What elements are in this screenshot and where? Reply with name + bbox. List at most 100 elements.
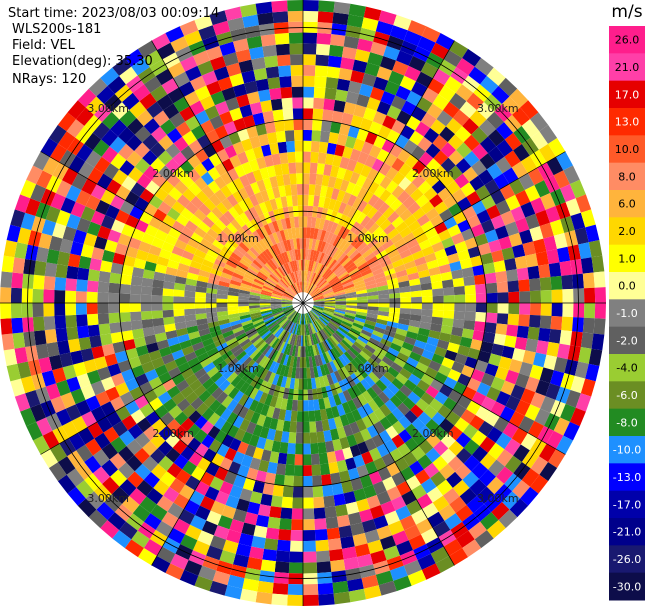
velocity-gate bbox=[347, 232, 358, 245]
velocity-gate bbox=[451, 403, 467, 418]
velocity-gate bbox=[78, 255, 92, 270]
velocity-gate bbox=[326, 362, 334, 374]
velocity-gate bbox=[418, 239, 432, 251]
velocity-gate bbox=[305, 313, 310, 324]
velocity-gate bbox=[398, 176, 412, 191]
velocity-gate bbox=[391, 434, 405, 449]
velocity-gate bbox=[194, 85, 211, 101]
velocity-gate bbox=[30, 184, 46, 203]
velocity-gate bbox=[365, 283, 378, 290]
velocity-gate bbox=[431, 316, 443, 326]
velocity-gate bbox=[130, 319, 143, 331]
velocity-gate bbox=[264, 346, 274, 358]
velocity-gate bbox=[357, 187, 368, 200]
velocity-gate bbox=[401, 341, 415, 352]
velocity-gate bbox=[163, 316, 175, 326]
velocity-gate bbox=[481, 194, 496, 210]
velocity-gate bbox=[270, 245, 279, 257]
velocity-gate bbox=[335, 296, 347, 300]
velocity-gate bbox=[68, 155, 86, 174]
velocity-gate bbox=[252, 364, 262, 376]
velocity-gate bbox=[290, 184, 298, 196]
velocity-gate bbox=[321, 120, 332, 132]
velocity-gate bbox=[330, 559, 346, 573]
velocity-gate bbox=[368, 337, 381, 347]
velocity-gate bbox=[292, 108, 303, 120]
velocity-gate bbox=[252, 337, 263, 347]
velocity-gate bbox=[226, 529, 242, 544]
velocity-gate bbox=[298, 281, 302, 293]
velocity-gate bbox=[244, 148, 257, 162]
velocity-gate bbox=[398, 415, 412, 430]
velocity-gate bbox=[410, 188, 424, 202]
velocity-gate bbox=[338, 123, 351, 136]
velocity-gate bbox=[463, 319, 476, 331]
velocity-gate bbox=[578, 347, 592, 364]
velocity-gate bbox=[455, 126, 472, 143]
velocity-gate bbox=[173, 315, 186, 324]
velocity-gate bbox=[411, 417, 426, 432]
velocity-gate bbox=[261, 287, 273, 293]
velocity-gate bbox=[275, 314, 286, 323]
velocity-gate bbox=[299, 324, 302, 336]
velocity-gate bbox=[363, 107, 377, 122]
velocity-gate bbox=[406, 499, 423, 516]
velocity-gate bbox=[316, 163, 326, 175]
velocity-gate bbox=[216, 306, 228, 313]
velocity-gate bbox=[161, 78, 179, 95]
velocity-gate bbox=[0, 303, 12, 319]
velocity-gate bbox=[389, 565, 408, 581]
velocity-gate bbox=[294, 140, 303, 152]
velocity-gate bbox=[417, 411, 432, 426]
velocity-gate bbox=[67, 137, 85, 156]
velocity-gate bbox=[476, 209, 491, 224]
velocity-gate bbox=[151, 172, 167, 188]
velocity-gate bbox=[485, 282, 498, 294]
velocity-gate bbox=[413, 544, 431, 561]
velocity-gate bbox=[447, 369, 462, 382]
velocity-gate bbox=[375, 570, 394, 586]
velocity-gate bbox=[141, 361, 155, 374]
velocity-gate bbox=[367, 306, 379, 311]
velocity-gate bbox=[286, 287, 296, 296]
velocity-gate bbox=[356, 498, 370, 513]
velocity-gate bbox=[336, 404, 346, 417]
velocity-gate bbox=[228, 283, 241, 290]
velocity-gate bbox=[271, 257, 280, 268]
velocity-gate bbox=[370, 333, 383, 343]
velocity-gate bbox=[309, 323, 315, 334]
velocity-gate bbox=[425, 52, 444, 69]
velocity-gate bbox=[314, 320, 323, 331]
velocity-gate bbox=[10, 209, 26, 228]
velocity-gate bbox=[357, 441, 370, 455]
velocity-gate bbox=[324, 301, 336, 303]
velocity-gate bbox=[570, 258, 583, 275]
velocity-gate bbox=[282, 294, 294, 300]
velocity-gate bbox=[254, 322, 266, 331]
velocity-gate bbox=[249, 46, 265, 60]
velocity-gate bbox=[111, 486, 130, 505]
velocity-gate bbox=[575, 393, 592, 412]
velocity-gate bbox=[256, 273, 267, 282]
velocity-gate bbox=[461, 328, 475, 339]
velocity-gate bbox=[214, 125, 229, 140]
velocity-gate bbox=[291, 345, 297, 357]
velocity-gate bbox=[384, 193, 398, 207]
velocity-gate bbox=[120, 321, 132, 332]
velocity-gate bbox=[369, 505, 385, 520]
velocity-gate bbox=[560, 403, 576, 422]
velocity-gate bbox=[1, 255, 15, 273]
velocity-gate bbox=[477, 350, 492, 364]
velocity-gate bbox=[538, 264, 551, 279]
velocity-gate bbox=[343, 283, 355, 290]
velocity-gate bbox=[402, 397, 416, 411]
velocity-gate bbox=[325, 243, 333, 255]
velocity-gate bbox=[434, 371, 448, 385]
velocity-gate bbox=[210, 500, 226, 516]
velocity-gate bbox=[180, 534, 198, 551]
velocity-gate bbox=[227, 17, 245, 32]
velocity-gate bbox=[303, 421, 310, 433]
velocity-gate bbox=[357, 199, 368, 213]
velocity-gate bbox=[524, 404, 541, 421]
velocity-gate bbox=[346, 300, 358, 303]
